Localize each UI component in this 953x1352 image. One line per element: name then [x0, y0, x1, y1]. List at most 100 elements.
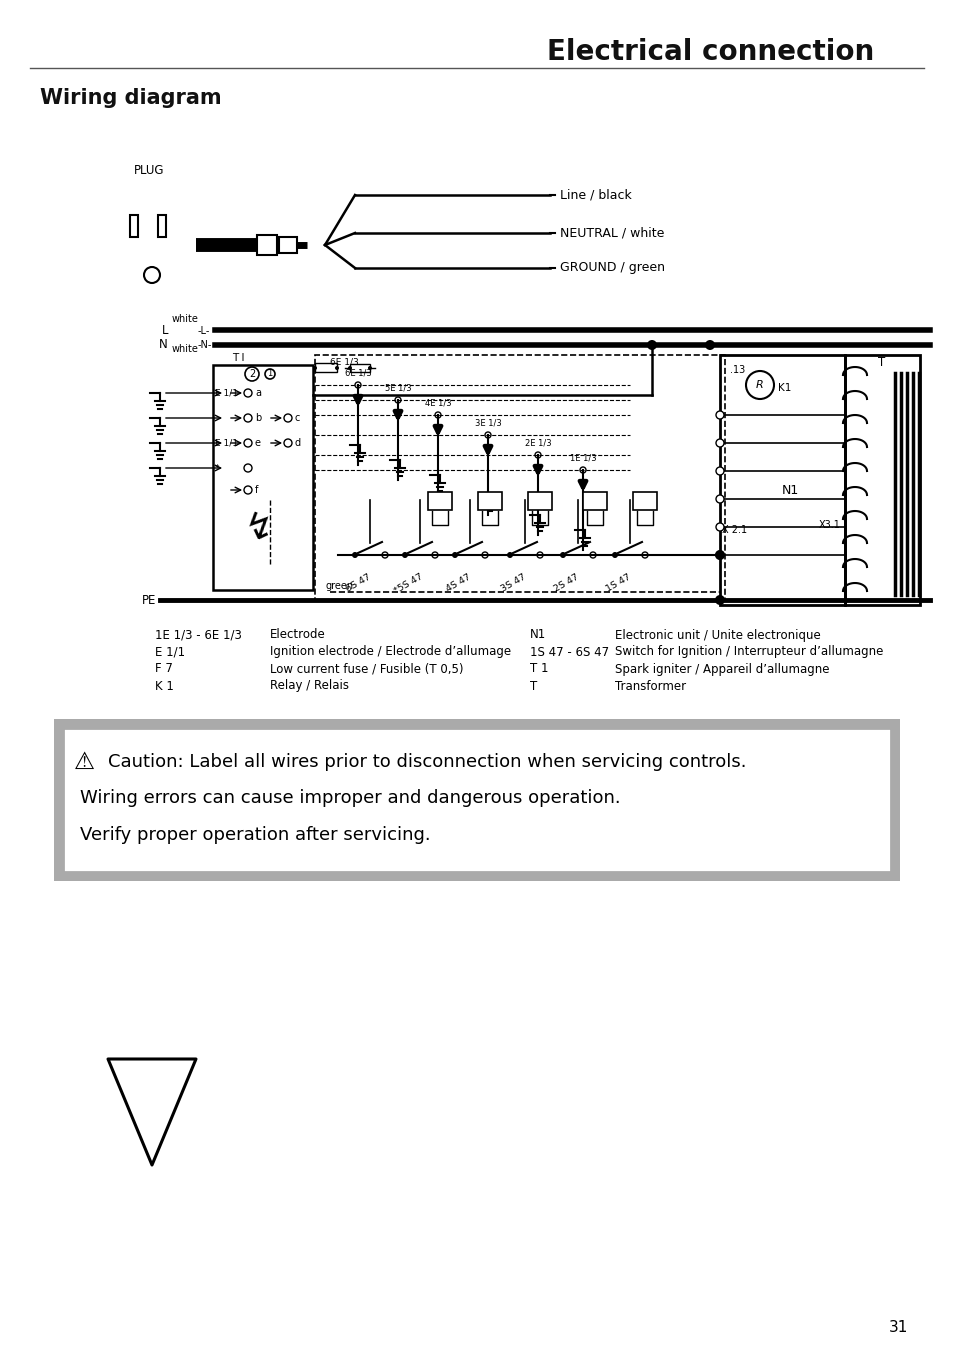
Bar [213, 365, 313, 589]
Text: Wiring diagram: Wiring diagram [40, 88, 221, 108]
Text: Low current fuse / Fusible (T 0,5): Low current fuse / Fusible (T 0,5) [270, 662, 463, 676]
Circle shape [335, 366, 338, 370]
Text: Wiring errors can cause improper and dangerous operation.: Wiring errors can cause improper and dan… [80, 790, 620, 807]
Text: F 7: F 7 [154, 662, 172, 676]
Text: -L-: -L- [198, 326, 211, 337]
Bar [256, 235, 276, 256]
Circle shape [245, 366, 258, 381]
Text: Electronic unit / Unite electronique: Electronic unit / Unite electronique [615, 629, 820, 641]
Text: 3E 1/3: 3E 1/3 [475, 419, 501, 427]
Circle shape [368, 366, 372, 370]
Circle shape [716, 495, 723, 503]
Text: 1S 47: 1S 47 [603, 572, 631, 594]
Text: 31: 31 [888, 1321, 908, 1336]
Text: T: T [878, 356, 884, 369]
Circle shape [716, 411, 723, 419]
Circle shape [716, 552, 723, 558]
Text: Transformer: Transformer [615, 680, 685, 692]
Text: 1S 47 - 6S 47: 1S 47 - 6S 47 [530, 645, 608, 658]
Circle shape [144, 266, 160, 283]
Circle shape [244, 414, 252, 422]
Text: ↯: ↯ [240, 511, 275, 549]
Text: c: c [294, 412, 300, 423]
Circle shape [244, 439, 252, 448]
Circle shape [646, 339, 657, 350]
Text: E 1/1: E 1/1 [214, 388, 237, 397]
Bar [54, 719, 899, 882]
Text: a: a [254, 388, 261, 397]
Text: green: green [326, 581, 354, 591]
Text: Switch for Ignition / Interrupteur d’allumagne: Switch for Ignition / Interrupteur d’all… [615, 645, 882, 658]
Text: e: e [254, 438, 261, 448]
Text: f: f [254, 485, 258, 495]
Text: 6E 1/3: 6E 1/3 [345, 369, 372, 377]
Circle shape [244, 389, 252, 397]
Text: PLUG: PLUG [133, 164, 164, 177]
Bar [844, 356, 919, 604]
Text: L: L [161, 324, 168, 338]
Text: 6S 47: 6S 47 [344, 572, 372, 594]
Text: E 1/1: E 1/1 [154, 645, 185, 658]
Circle shape [612, 552, 618, 558]
Text: 5E 1/3: 5E 1/3 [385, 384, 411, 392]
Bar [314, 362, 336, 372]
Text: Line / black: Line / black [559, 188, 631, 201]
Text: Relay / Relais: Relay / Relais [270, 680, 349, 692]
Text: 1E 1/3 - 6E 1/3: 1E 1/3 - 6E 1/3 [154, 629, 242, 641]
Circle shape [401, 552, 408, 558]
Text: Caution: Label all wires prior to disconnection when servicing controls.: Caution: Label all wires prior to discon… [108, 753, 745, 771]
Text: ⚠: ⚠ [73, 750, 94, 773]
Text: T I: T I [232, 353, 244, 362]
Text: T: T [530, 680, 537, 692]
Text: X 2.1: X 2.1 [721, 525, 747, 535]
Text: K 1: K 1 [154, 680, 173, 692]
Circle shape [395, 397, 400, 403]
Text: 1: 1 [267, 369, 273, 379]
Circle shape [435, 412, 440, 418]
Text: PE: PE [141, 594, 156, 607]
Text: 1E 1/3: 1E 1/3 [569, 453, 596, 462]
Text: 4S 47: 4S 47 [443, 572, 472, 594]
Bar [477, 492, 501, 510]
Text: N1: N1 [781, 484, 798, 496]
Text: E 1/1: E 1/1 [214, 438, 237, 448]
Text: T 1: T 1 [530, 662, 548, 676]
Circle shape [745, 370, 773, 399]
Circle shape [716, 523, 723, 531]
Text: NEUTRAL / white: NEUTRAL / white [559, 227, 663, 239]
Circle shape [506, 552, 513, 558]
Circle shape [535, 452, 540, 458]
Text: *: * [214, 464, 219, 472]
Circle shape [579, 466, 585, 473]
Bar [63, 727, 890, 872]
Bar [350, 364, 370, 372]
Bar [314, 356, 724, 600]
Text: -N-: -N- [198, 339, 213, 350]
Circle shape [355, 383, 360, 388]
Circle shape [284, 414, 292, 422]
Text: Ignition electrode / Electrode d’allumage: Ignition electrode / Electrode d’allumag… [270, 645, 511, 658]
Circle shape [284, 439, 292, 448]
Circle shape [716, 439, 723, 448]
Text: *5S 47: *5S 47 [392, 572, 423, 596]
Circle shape [244, 485, 252, 493]
Circle shape [313, 366, 316, 370]
Bar [633, 492, 657, 510]
Text: R: R [756, 380, 763, 389]
Text: GROUND / green: GROUND / green [559, 261, 664, 274]
Bar [582, 492, 606, 510]
Circle shape [714, 595, 724, 604]
Bar [428, 492, 452, 510]
Bar [720, 356, 844, 604]
Text: N: N [159, 338, 168, 352]
Circle shape [244, 464, 252, 472]
Bar [278, 237, 296, 253]
Circle shape [352, 552, 357, 558]
Circle shape [704, 339, 714, 350]
Circle shape [452, 552, 457, 558]
Text: Spark igniter / Appareil d’allumagne: Spark igniter / Appareil d’allumagne [615, 662, 828, 676]
Text: K1: K1 [778, 383, 791, 393]
Bar [130, 215, 138, 237]
Circle shape [716, 466, 723, 475]
Circle shape [714, 550, 724, 560]
